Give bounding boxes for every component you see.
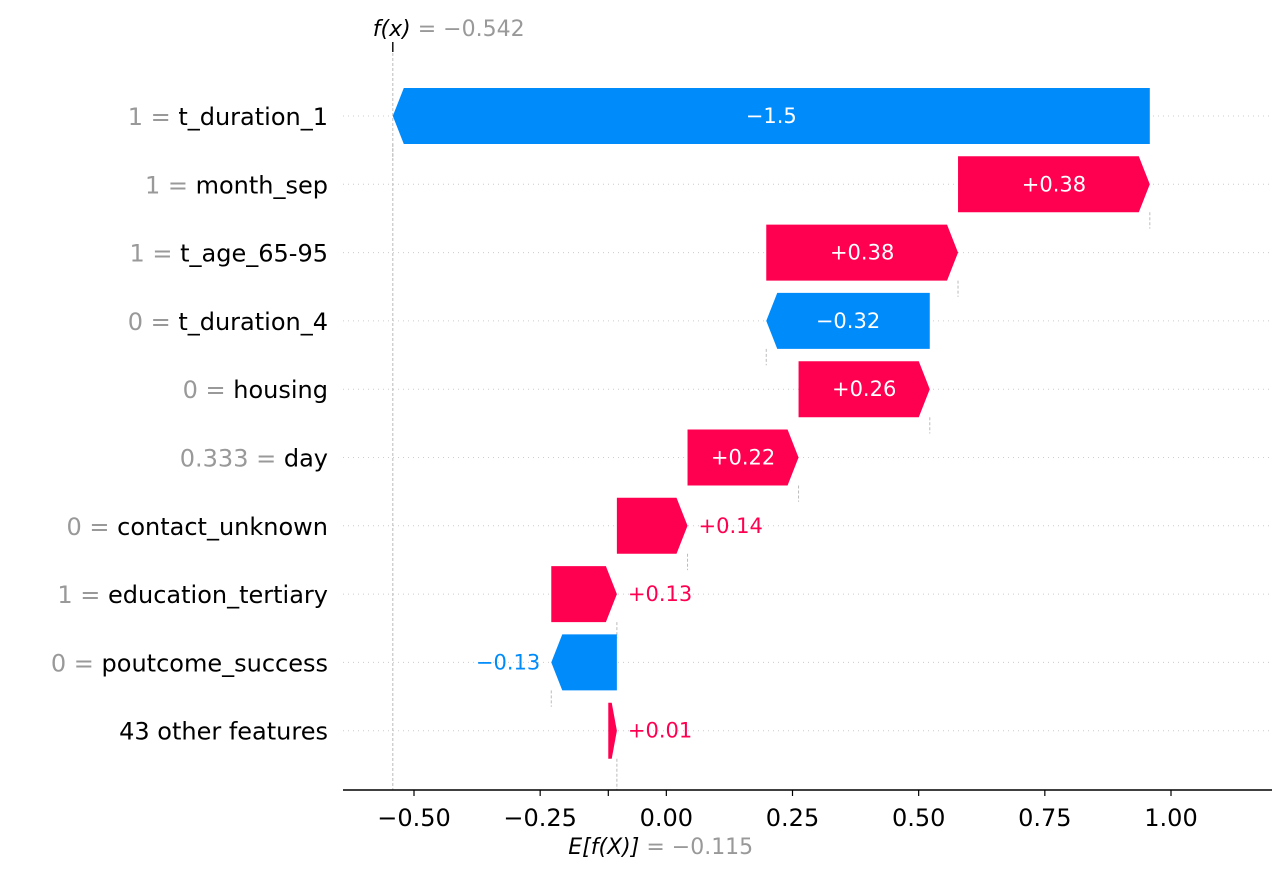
bar-43 other features xyxy=(608,702,617,759)
bar-label-t_age_65-95: +0.38 xyxy=(830,241,894,265)
x-tick-label-0: −0.50 xyxy=(377,804,451,832)
feature-value: 0 = xyxy=(183,376,234,404)
fx-value: = −0.542 xyxy=(411,17,525,42)
feature-value: 0 = xyxy=(66,513,117,541)
bar-label-t_duration_4: −0.32 xyxy=(816,309,880,333)
bar-poutcome_success xyxy=(551,634,617,691)
fx-annotation: f(x) = −0.542 xyxy=(373,17,525,42)
x-tick-label-3: 0.25 xyxy=(766,804,819,832)
bar-month_sep xyxy=(958,156,1150,213)
x-tick-label-4: 0.50 xyxy=(892,804,945,832)
fx-label: f(x) xyxy=(373,17,411,42)
feature-label-t_age_65-95: 1 = t_age_65-95 xyxy=(130,240,329,268)
bar-label-month_sep: +0.38 xyxy=(1022,172,1086,196)
bars: −1.5 +0.38 +0.38 −0.32 +0.26 +0.22 +0.14 +0.13 −… xyxy=(392,88,1150,759)
feature-label-poutcome_success: 0 = poutcome_success xyxy=(51,649,328,677)
x-tick-label-5: 0.75 xyxy=(1018,804,1071,832)
ex-annotation: E[f(X)] = −0.115 xyxy=(568,835,753,860)
feature-label-month_sep: 1 = month_sep xyxy=(145,171,328,199)
bar-label-housing: +0.26 xyxy=(832,377,896,401)
x-tick-label-6: 1.00 xyxy=(1144,804,1197,832)
bar-t_duration_1 xyxy=(392,88,1150,144)
feature-name: 43 other features xyxy=(119,718,328,746)
bar-day xyxy=(687,429,799,486)
feature-value: 0 = xyxy=(51,649,102,677)
feature-name: month_sep xyxy=(196,171,328,199)
connector-lines xyxy=(392,48,1151,790)
feature-value: 1 = xyxy=(130,240,181,268)
feature-name: day xyxy=(284,445,328,473)
x-axis: −0.50 −0.25 0.00 0.25 0.50 0.75 1.00 xyxy=(343,789,1272,832)
feature-value: 1 = xyxy=(57,581,108,609)
bar-label-day: +0.22 xyxy=(711,446,775,470)
bar-t_age_65-95 xyxy=(766,224,959,281)
x-tick-label-2: 0.00 xyxy=(640,804,693,832)
feature-name: education_tertiary xyxy=(108,581,328,609)
feature-name: contact_unknown xyxy=(117,513,328,541)
annotations: f(x) = −0.542 E[f(X)] = −0.115 xyxy=(373,17,753,860)
bar-education_tertiary xyxy=(551,566,617,623)
bar-label-t_duration_1: −1.5 xyxy=(746,104,797,128)
feature-name: t_duration_1 xyxy=(178,103,328,131)
feature-value: 0.333 = xyxy=(180,445,284,473)
feature-name: t_duration_4 xyxy=(178,308,328,336)
bar-label-contact_unknown: +0.14 xyxy=(699,514,763,538)
feature-label-day: 0.333 = day xyxy=(180,445,328,473)
bar-label-43 other features: +0.01 xyxy=(628,719,692,743)
feature-value: 1 = xyxy=(128,103,179,131)
feature-label-housing: 0 = housing xyxy=(183,376,328,404)
feature-label-t_duration_1: 1 = t_duration_1 xyxy=(128,103,328,131)
x-tick-label-1: −0.25 xyxy=(503,804,577,832)
feature-name: t_age_65-95 xyxy=(180,240,328,268)
feature-label-education_tertiary: 1 = education_tertiary xyxy=(57,581,328,609)
feature-name: poutcome_success xyxy=(102,649,328,677)
ex-label: E[f(X)] xyxy=(568,835,639,860)
bar-label-education_tertiary: +0.13 xyxy=(628,582,692,606)
bar-label-poutcome_success: −0.13 xyxy=(476,650,540,674)
bar-contact_unknown xyxy=(616,497,688,554)
feature-label-43 other features: 43 other features xyxy=(119,718,328,746)
feature-value: 0 = xyxy=(128,308,179,336)
feature-label-contact_unknown: 0 = contact_unknown xyxy=(66,513,328,541)
feature-label-t_duration_4: 0 = t_duration_4 xyxy=(128,308,328,336)
bar-housing xyxy=(798,361,930,418)
bar-t_duration_4 xyxy=(766,292,930,349)
ex-value: = −0.115 xyxy=(639,835,753,860)
feature-value: 1 = xyxy=(145,171,196,199)
feature-name: housing xyxy=(233,376,328,404)
